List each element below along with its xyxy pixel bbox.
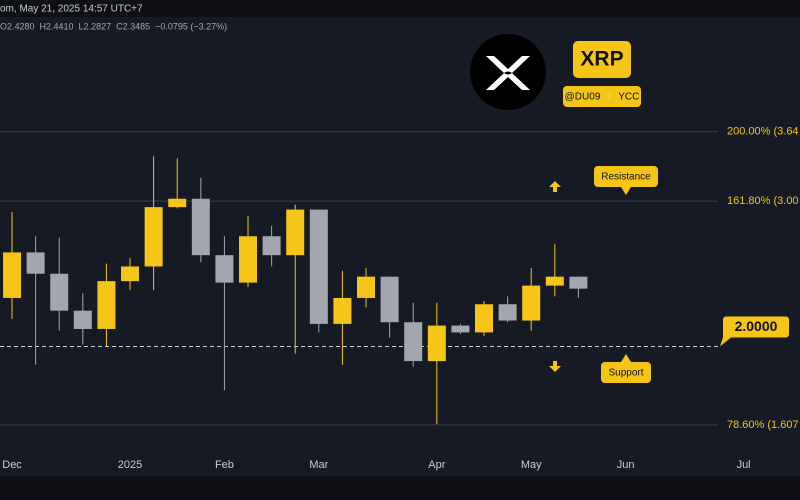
candle-body xyxy=(498,304,517,321)
candle-body xyxy=(333,297,352,324)
ticker: XRP xyxy=(580,48,623,71)
candle-body xyxy=(215,255,234,283)
candle-body xyxy=(239,236,258,283)
x-tick-label: Mar xyxy=(309,459,328,471)
candle-body xyxy=(73,310,92,329)
handle-badge xyxy=(563,86,641,107)
candle-body xyxy=(380,276,399,323)
candle-body xyxy=(545,276,564,286)
x-tick-label: 2025 xyxy=(118,459,142,471)
bottom-bar xyxy=(0,476,800,500)
support-badge xyxy=(601,362,651,383)
key-level-label: 2.0000 xyxy=(735,318,778,334)
candle-body xyxy=(427,325,446,362)
x-tick-label: May xyxy=(521,459,542,471)
level-label: 161.80% (3.00 xyxy=(727,195,799,207)
plot: Dec 2025 Feb Mar Apr May Jun Jul 200.00% (3.64 16… xyxy=(0,126,799,471)
x-tick-label: Jul xyxy=(737,459,751,471)
logo xyxy=(470,34,546,110)
candle-body xyxy=(357,276,376,298)
candle-body xyxy=(121,266,140,282)
level-label: 78.60% (1.607 xyxy=(727,419,799,431)
candle-body xyxy=(262,236,281,256)
up-arrow xyxy=(549,181,561,192)
candle-body xyxy=(26,252,45,274)
handle: @DU09 ⚡ YCC xyxy=(565,90,640,103)
candle-body xyxy=(144,207,163,267)
candle-body xyxy=(168,198,187,208)
key-level-badge xyxy=(720,316,789,347)
support-pointer xyxy=(621,354,631,362)
candle-body xyxy=(451,325,470,333)
candle-body xyxy=(475,304,494,333)
ohlc-readout: O2.4280 H2.4410 L2.2827 C2.3485 −0.0795 … xyxy=(0,21,227,31)
x-tick-label: Dec xyxy=(2,459,22,471)
candle-body xyxy=(404,322,423,362)
top-bar xyxy=(0,0,800,17)
resistance-label: Resistance xyxy=(601,172,651,183)
x-tick-label: Apr xyxy=(428,459,445,471)
logo-mark xyxy=(486,56,530,90)
candle-body xyxy=(569,276,588,289)
x-tick-label: Jun xyxy=(617,459,635,471)
resistance-badge xyxy=(594,166,658,187)
candle-body xyxy=(286,209,305,256)
candle-body xyxy=(309,209,328,324)
candle-body xyxy=(50,273,69,311)
support-label: Support xyxy=(608,368,643,379)
candle-body xyxy=(191,198,210,256)
level-label: 200.00% (3.64 xyxy=(727,126,799,138)
x-tick-label: Feb xyxy=(215,459,234,471)
candle-body xyxy=(3,252,22,298)
resistance-pointer xyxy=(621,187,631,195)
timestamp: om, May 21, 2025 14:57 UTC+7 xyxy=(0,4,143,15)
down-arrow xyxy=(549,361,561,372)
ticker-badge xyxy=(573,41,631,78)
candle-body xyxy=(97,281,116,329)
candle-body xyxy=(522,285,541,321)
